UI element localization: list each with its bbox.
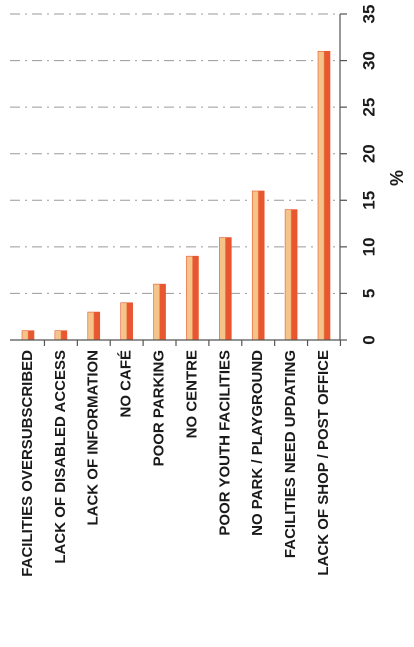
tick-label: 20: [359, 144, 378, 163]
category-label: POOR PARKING: [151, 350, 168, 466]
tick-label: 0: [359, 335, 378, 344]
category-label: FACILITIES OVERSUBSCRIBED: [19, 350, 36, 577]
tick-label: 5: [359, 289, 378, 298]
tick-label: 30: [359, 51, 378, 70]
bar: [284, 209, 298, 341]
bar: [186, 255, 199, 341]
bar: [317, 50, 331, 341]
category-label: NO CENTRE: [183, 350, 200, 438]
category-label: NO CAFÉ: [118, 350, 135, 418]
value-axis-title: %: [387, 170, 407, 186]
bar: [21, 330, 35, 341]
bar: [251, 190, 265, 341]
category-label: LACK OF SHOP / POST OFFICE: [315, 350, 332, 576]
bar: [120, 302, 133, 341]
bar: [87, 311, 101, 341]
bar: [54, 330, 68, 341]
category-label: FACILITIES NEED UPDATING: [282, 350, 299, 558]
tick-label: 35: [359, 5, 378, 24]
bar: [219, 237, 232, 341]
axes: [10, 13, 347, 346]
bars: [21, 50, 331, 341]
tick-labels: 0 5 10 15 20 25 30 35: [359, 5, 378, 345]
category-label: POOR YOUTH FACILITIES: [216, 350, 233, 536]
tick-label: 15: [359, 191, 378, 210]
category-label: LACK OF DISABLED ACCESS: [52, 350, 69, 564]
bar: [153, 283, 166, 341]
category-label: LACK OF INFORMATION: [85, 350, 102, 526]
tick-label: 10: [359, 237, 378, 256]
category-label: NO PARK / PLAYGROUND: [249, 350, 266, 536]
tick-label: 25: [359, 98, 378, 117]
category-labels: FACILITIES OVERSUBSCRIBED LACK OF DISABLE…: [19, 350, 332, 577]
